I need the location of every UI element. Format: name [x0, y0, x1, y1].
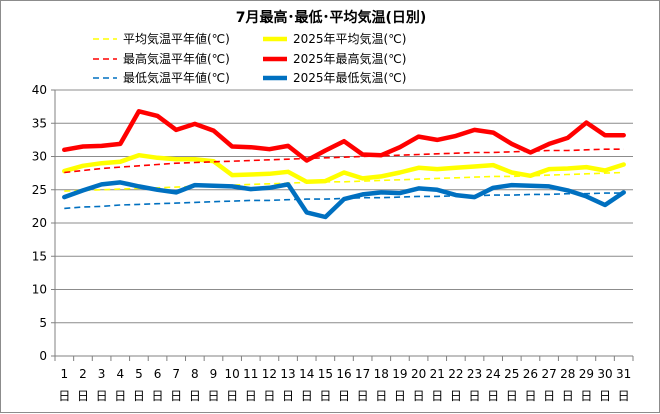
- x-tick-day-suffix: 日: [226, 389, 238, 403]
- y-tick-label: 40: [32, 83, 47, 97]
- x-tick-label: 18: [374, 367, 389, 381]
- x-tick-day-suffix: 日: [282, 389, 294, 403]
- y-axis-ticks: 0 5 10 15 20 25 30 35 40: [32, 83, 55, 363]
- x-tick-label: 14: [299, 367, 314, 381]
- x-tick-day-suffix: 日: [357, 389, 369, 403]
- x-tick-day-suffix: 日: [469, 389, 481, 403]
- x-tick-label: 30: [597, 367, 612, 381]
- x-tick-day-suffix: 日: [263, 389, 275, 403]
- x-tick-day-suffix: 日: [189, 389, 201, 403]
- x-tick-label: 9: [210, 367, 218, 381]
- legend-label-4: 2025年最高気温(℃): [293, 51, 406, 66]
- x-tick-label: 12: [262, 367, 277, 381]
- x-tick-label: 3: [98, 367, 106, 381]
- y-tick-label: 15: [32, 249, 47, 263]
- x-tick-day-suffix: 日: [207, 389, 219, 403]
- x-tick-day-suffix: 日: [170, 389, 182, 403]
- x-tick-label: 20: [411, 367, 426, 381]
- x-tick-day-suffix: 日: [562, 389, 574, 403]
- x-tick-day-suffix: 日: [618, 389, 630, 403]
- x-tick-day-suffix: 日: [375, 389, 387, 403]
- gridlines: [55, 89, 633, 324]
- x-axis-ticks: 1日2日3日4日5日6日7日8日9日10日11日12日13日14日15日16日1…: [54, 356, 634, 403]
- y-tick-label: 35: [32, 116, 47, 130]
- series-line-6: [62, 180, 626, 220]
- x-tick-day-suffix: 日: [580, 389, 592, 403]
- x-tick-day-suffix: 日: [319, 389, 331, 403]
- x-tick-label: 8: [191, 367, 199, 381]
- y-tick-label: 30: [32, 150, 47, 164]
- chart-title: 7月最高･最低･平均気温(日別): [236, 9, 427, 26]
- x-tick-label: 2: [79, 367, 87, 381]
- x-tick-day-suffix: 日: [338, 389, 350, 403]
- x-tick-day-suffix: 日: [506, 389, 518, 403]
- legend: 平均気温平年値(℃) 2025年平均気温(℃) 最高気温平年値(℃) 2025年最高気…: [93, 31, 406, 85]
- series-line-2: [62, 152, 626, 185]
- y-tick-label: 25: [32, 183, 47, 197]
- x-tick-label: 26: [523, 367, 538, 381]
- x-tick-label: 1: [61, 367, 69, 381]
- series-line-4: [62, 109, 626, 163]
- series-line-5: [64, 192, 624, 210]
- x-tick-day-suffix: 日: [431, 389, 443, 403]
- x-tick-label: 28: [560, 367, 575, 381]
- y-tick-label: 0: [39, 349, 47, 363]
- x-tick-label: 29: [579, 367, 594, 381]
- x-tick-day-suffix: 日: [487, 389, 499, 403]
- x-tick-day-suffix: 日: [152, 389, 164, 403]
- x-tick-day-suffix: 日: [543, 389, 555, 403]
- x-tick-day-suffix: 日: [450, 389, 462, 403]
- x-tick-day-suffix: 日: [524, 389, 536, 403]
- x-tick-label: 4: [116, 367, 124, 381]
- x-tick-label: 23: [467, 367, 482, 381]
- x-tick-label: 31: [616, 367, 631, 381]
- x-tick-day-suffix: 日: [96, 389, 108, 403]
- x-tick-label: 19: [392, 367, 407, 381]
- x-tick-label: 25: [504, 367, 519, 381]
- x-tick-label: 24: [486, 367, 501, 381]
- legend-label-6: 2025年最低気温(℃): [293, 70, 406, 85]
- y-tick-label: 5: [39, 316, 47, 330]
- x-tick-label: 10: [224, 367, 239, 381]
- x-tick-label: 17: [355, 367, 370, 381]
- x-tick-day-suffix: 日: [245, 389, 257, 403]
- x-tick-day-suffix: 日: [58, 389, 70, 403]
- x-tick-day-suffix: 日: [599, 389, 611, 403]
- x-tick-label: 15: [318, 367, 333, 381]
- x-tick-day-suffix: 日: [394, 389, 406, 403]
- x-tick-label: 11: [243, 367, 258, 381]
- x-tick-day-suffix: 日: [77, 389, 89, 403]
- legend-label-3: 最高気温平年値(℃): [123, 51, 230, 66]
- x-tick-day-suffix: 日: [114, 389, 126, 403]
- x-tick-label: 27: [541, 367, 556, 381]
- x-tick-label: 21: [430, 367, 445, 381]
- series-line-3: [64, 148, 624, 174]
- x-tick-label: 22: [448, 367, 463, 381]
- legend-label-5: 最低気温平年値(℃): [123, 70, 230, 85]
- x-tick-label: 13: [280, 367, 295, 381]
- x-tick-day-suffix: 日: [413, 389, 425, 403]
- series-lines: [62, 109, 626, 220]
- x-tick-label: 6: [154, 367, 162, 381]
- x-tick-label: 16: [336, 367, 351, 381]
- x-tick-label: 5: [135, 367, 143, 381]
- x-tick-day-suffix: 日: [301, 389, 313, 403]
- y-tick-label: 10: [32, 283, 47, 297]
- legend-label-2: 2025年平均気温(℃): [293, 31, 406, 46]
- legend-label-1: 平均気温平年値(℃): [123, 31, 230, 46]
- y-tick-label: 20: [32, 216, 47, 230]
- x-tick-label: 7: [172, 367, 180, 381]
- x-tick-day-suffix: 日: [133, 389, 145, 403]
